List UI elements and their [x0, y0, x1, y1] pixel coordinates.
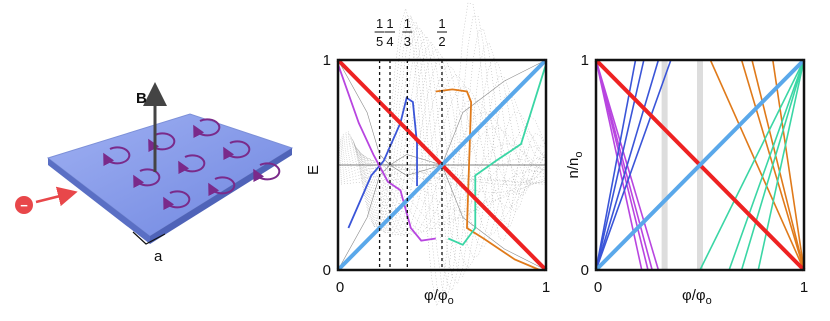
fraction-denominator: 2 — [438, 34, 445, 49]
current-loop — [193, 118, 221, 139]
butterfly-texture — [337, 85, 547, 236]
y-tick-label: 1 — [581, 52, 589, 69]
fraction-denominator: 3 — [404, 34, 411, 49]
electron-arrow — [35, 186, 78, 207]
fraction-denominator: 5 — [376, 34, 383, 49]
gap-curve — [337, 154, 547, 271]
current-loop — [223, 140, 251, 161]
wannier-line — [728, 59, 805, 271]
current-loop — [133, 168, 161, 189]
current-loop — [178, 154, 206, 175]
wannier-line — [740, 59, 805, 271]
plot-frame — [594, 58, 806, 272]
butterfly-texture — [337, 169, 547, 186]
gray-band — [661, 60, 668, 270]
gap-curve — [337, 59, 547, 176]
y-axis-label: n/no — [565, 152, 585, 179]
x-tick-label: 0 — [594, 279, 602, 296]
butterfly-texture — [337, 35, 547, 269]
y-axis-label-main: n/n — [565, 158, 582, 179]
wannier-line — [595, 59, 672, 271]
wannier-line — [595, 59, 660, 271]
butterfly-texture — [337, 30, 547, 277]
x-axis-label: φ/φo — [424, 287, 454, 307]
chern-curve — [447, 63, 547, 246]
wannier-line — [757, 59, 805, 271]
x-tick-label: 0 — [336, 279, 344, 296]
current-loops — [103, 118, 281, 211]
wannier-line — [699, 59, 805, 271]
sheet-edge — [48, 158, 150, 244]
wannier-line — [595, 59, 645, 271]
butterfly-texture — [337, 21, 547, 291]
x-tick-label: 1 — [800, 279, 808, 296]
fraction-numerator: 1 — [386, 16, 393, 31]
butterfly-texture — [337, 112, 547, 234]
chern-curve — [435, 88, 541, 271]
lattice-label: a — [154, 248, 163, 265]
x-axis-label-sub: o — [706, 295, 712, 307]
x-axis-label: φ/φo — [682, 287, 712, 307]
wannier-line — [595, 59, 649, 271]
fraction-numerator: 1 — [404, 16, 411, 31]
y-tick-label: 0 — [323, 262, 331, 279]
butterfly-texture — [337, 48, 547, 248]
wannier-line — [709, 59, 805, 271]
wannier-line — [595, 59, 643, 271]
illustration: B − a — [15, 82, 294, 265]
y-tick-label: 1 — [323, 52, 331, 69]
lattice-bracket — [132, 231, 166, 245]
butterfly-texture — [337, 15, 547, 298]
x-axis-label-sub: o — [448, 295, 454, 307]
y-tick-label: 0 — [581, 262, 589, 279]
plot-frame — [336, 58, 548, 272]
current-loop — [208, 176, 236, 197]
current-loop — [103, 146, 131, 167]
electron-label: − — [20, 198, 28, 213]
x-tick-label: 1 — [542, 279, 550, 296]
wannier-line — [772, 59, 805, 271]
butterfly-texture — [337, 15, 547, 304]
fraction-numerator: 1 — [376, 16, 383, 31]
fraction-denominator: 4 — [386, 34, 393, 49]
y-axis-label: E — [305, 165, 322, 175]
butterfly-texture — [337, 166, 547, 193]
fraction-numerator: 1 — [438, 16, 445, 31]
wannier-line — [751, 59, 805, 271]
y-axis-label-sub: o — [573, 152, 585, 158]
chern-curve — [337, 63, 436, 242]
x-axis-label-main: φ/φ — [424, 287, 448, 304]
butterfly-texture — [337, 27, 547, 285]
butterfly-texture — [337, 143, 547, 230]
electron — [15, 196, 33, 214]
current-loop — [253, 162, 281, 183]
butterfly-texture — [337, 172, 547, 183]
x-axis-label-main: φ/φ — [682, 287, 706, 304]
diagonal — [594, 58, 806, 272]
current-loop — [163, 190, 191, 211]
density-panel: 010 1φ/φon/no — [565, 52, 808, 307]
field-label: B — [136, 90, 147, 107]
